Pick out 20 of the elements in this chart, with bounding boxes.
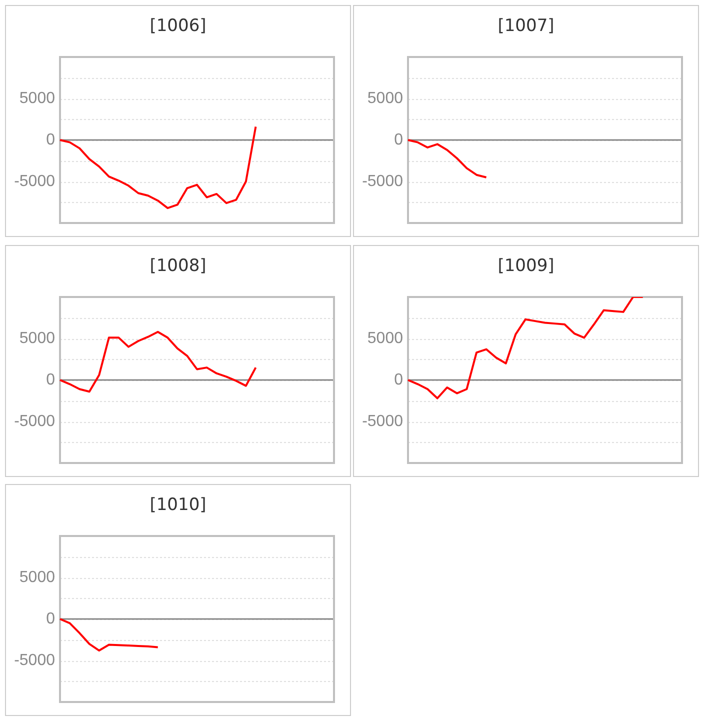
y-tick-label: -5000 [14, 652, 56, 669]
y-tick-label: 5000 [19, 330, 56, 347]
chart-title: [1008] [148, 256, 208, 276]
y-tick-label: -5000 [362, 412, 404, 430]
chart-title: [1007] [496, 16, 556, 36]
chart-title: [1010] [148, 495, 208, 515]
y-tick-label: 5000 [367, 90, 404, 107]
y-tick-label: 0 [46, 131, 56, 148]
y-tick-label: 5000 [19, 90, 56, 107]
chart-title: [1006] [148, 16, 208, 36]
y-tick-label: -5000 [362, 172, 404, 190]
y-tick-label: 0 [46, 610, 56, 628]
y-tick-label: 0 [46, 371, 56, 388]
chart-title: [1009] [496, 256, 556, 276]
y-tick-label: 0 [394, 131, 404, 148]
y-tick-label: -5000 [14, 412, 56, 430]
y-tick-label: 5000 [367, 330, 404, 347]
y-tick-label: 5000 [19, 568, 56, 586]
y-tick-label: -5000 [14, 172, 56, 190]
y-tick-label: 0 [394, 371, 404, 388]
